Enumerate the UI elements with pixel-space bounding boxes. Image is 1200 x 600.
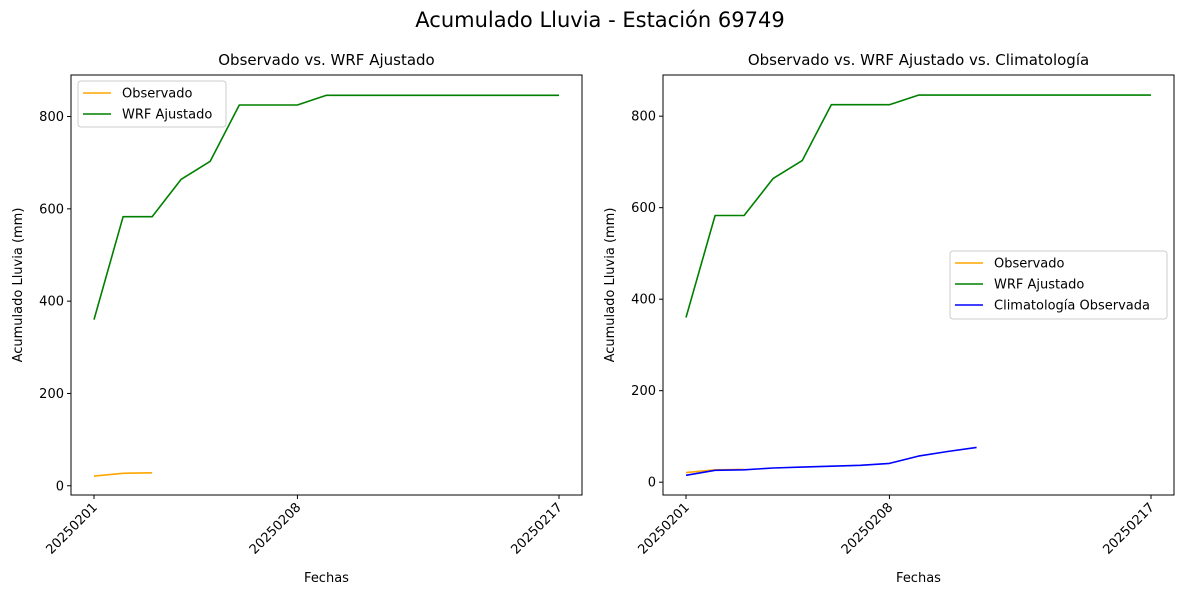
- left-y-tick-label: 200: [39, 387, 64, 402]
- left-y-axis-title: Acumulado Lluvia (mm): [11, 208, 26, 363]
- right-x-tick-label: 20250201: [635, 500, 692, 557]
- left-series-line-wrf-ajustado: [93, 94, 559, 320]
- figure-title: Acumulado Lluvia - Estación 69749: [415, 8, 785, 32]
- right-legend-label: Observado: [994, 257, 1065, 272]
- left-legend-label: Observado: [122, 87, 193, 102]
- right-plot-frame: [662, 74, 1175, 496]
- right-y-tick-label: 800: [631, 110, 656, 125]
- left-x-axis-title: Fechas: [304, 571, 349, 586]
- left-y-tick-label: 400: [39, 295, 64, 310]
- right-x-tick-label: 20250217: [1100, 500, 1157, 557]
- right-series-line-climatolog-a-observada: [685, 446, 977, 477]
- right-x-axis-title: Fechas: [896, 571, 941, 586]
- right-legend-label: WRF Ajustado: [994, 278, 1084, 293]
- left-series-line-observado: [93, 472, 153, 477]
- left-legend-label: WRF Ajustado: [122, 108, 212, 123]
- right-chart-title: Observado vs. WRF Ajustado vs. Climatolo…: [748, 51, 1089, 69]
- right-y-tick-label: 400: [631, 293, 656, 308]
- left-legend-box: [77, 80, 227, 128]
- right-y-tick-label: 200: [631, 384, 656, 399]
- right-y-tick-label: 600: [631, 201, 656, 216]
- right-y-axis-title: Acumulado Lluvia (mm): [603, 208, 618, 363]
- right-y-tick-label: 0: [648, 476, 656, 491]
- left-y-tick-label: 800: [39, 110, 64, 125]
- right-x-tick-label: 20250208: [839, 500, 896, 557]
- left-y-tick-label: 600: [39, 202, 64, 217]
- left-legend: Observado WRF Ajustado: [77, 80, 227, 128]
- right-legend-label: Climatología Observada: [994, 299, 1150, 314]
- left-chart-title: Observado vs. WRF Ajustado: [218, 51, 434, 69]
- left-y-tick-label: 0: [56, 479, 64, 494]
- left-plot-frame: [70, 74, 583, 496]
- right-legend-box: [949, 250, 1168, 320]
- right-series-line-wrf-ajustado: [685, 94, 1151, 318]
- right-legend: Observado WRF Ajustado Climatología Observ…: [949, 250, 1168, 320]
